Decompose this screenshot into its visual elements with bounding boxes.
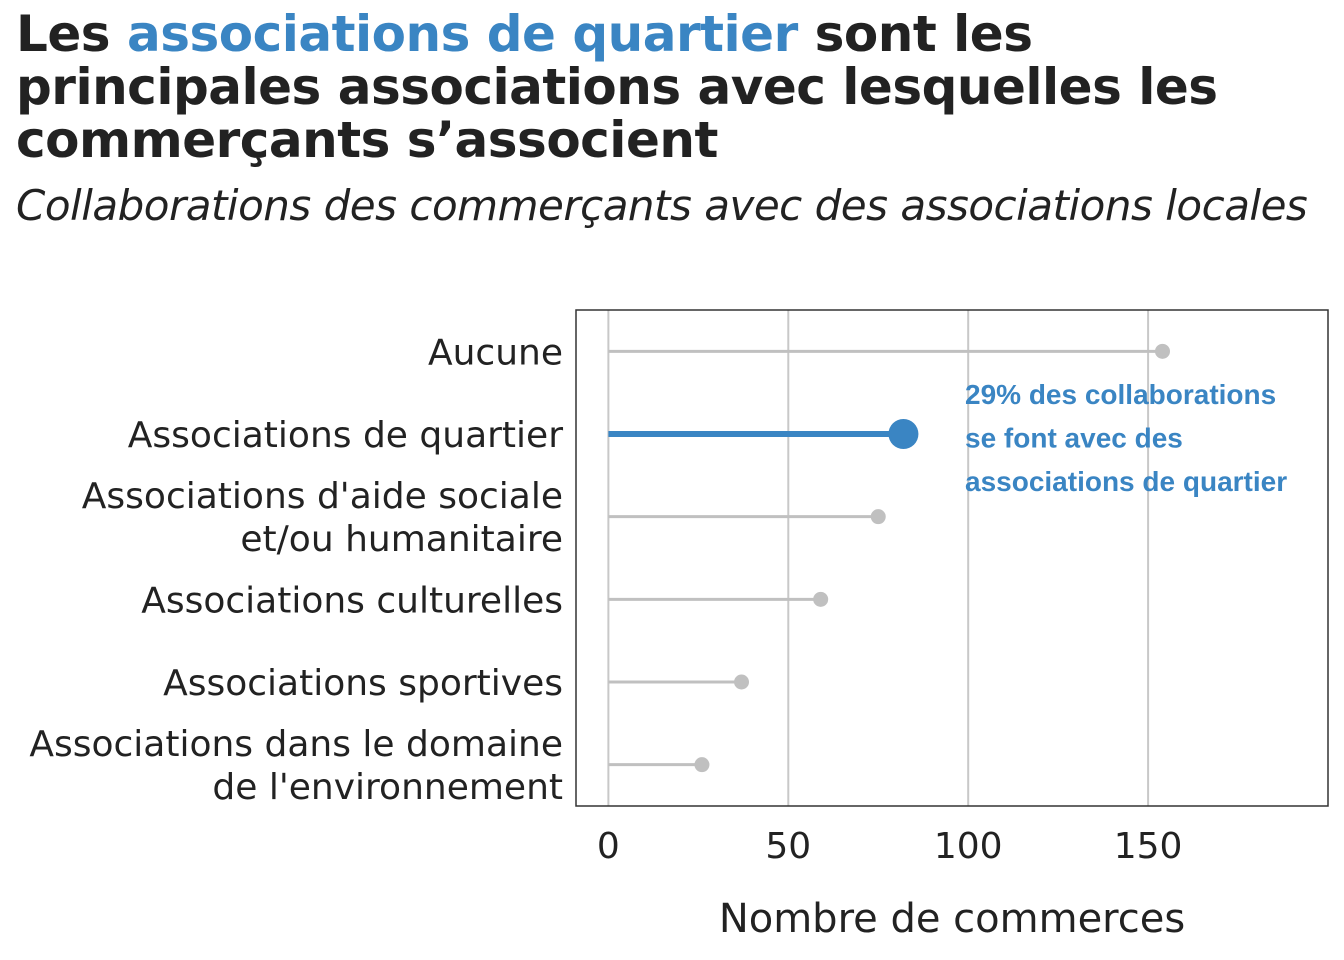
title-after: sont les principales associations avec l… <box>16 5 1218 169</box>
lollipop-point-5 <box>694 757 710 773</box>
lollipop-point-0 <box>1154 343 1170 359</box>
category-label-line: Associations de quartier <box>128 415 563 456</box>
title-before: Les <box>16 5 127 63</box>
chart-subtitle: Collaborations des commerçants avec des … <box>16 181 1308 230</box>
category-label-line: Associations sportives <box>163 663 563 704</box>
category-label-line: Aucune <box>428 332 563 373</box>
category-label-0: Aucune <box>428 332 563 373</box>
annotation-line: se font avec des <box>965 423 1183 454</box>
plot-panel-border <box>575 309 1329 807</box>
category-label-3: Associations culturelles <box>141 580 563 621</box>
lollipop-point-2 <box>870 509 886 525</box>
category-label-line: Associations culturelles <box>141 580 563 621</box>
category-label-line: et/ou humanitaire <box>240 519 563 560</box>
annotation-line: 29% des collaborations <box>965 379 1276 410</box>
x-tick-label-0: 0 <box>597 826 620 867</box>
category-label-line: Associations dans le domaine <box>29 724 563 765</box>
annotation-text: 29% des collaborations se font avec des as… <box>965 379 1287 497</box>
category-label-5: Associations dans le domaine de l'environ… <box>29 724 563 808</box>
lollipop-point-4 <box>734 674 750 690</box>
lollipop-point-3 <box>813 591 829 607</box>
title-highlight: associations de quartier <box>126 5 798 63</box>
x-tick-label-50: 50 <box>765 826 811 867</box>
x-tick-label-150: 150 <box>1114 826 1183 867</box>
annotation-line: associations de quartier <box>965 466 1287 497</box>
chart-title: Les associations de quartier sont les pr… <box>16 8 1336 167</box>
x-tick-label-100: 100 <box>934 826 1003 867</box>
category-label-1: Associations de quartier <box>128 415 563 456</box>
category-label-line: de l'environnement <box>212 767 563 808</box>
category-label-line: Associations d'aide sociale <box>82 476 563 517</box>
lollipop-point-1 <box>888 419 919 449</box>
x-axis-title: Nombre de commerces <box>719 896 1185 942</box>
category-label-4: Associations sportives <box>163 663 563 704</box>
category-label-2: Associations d'aide sociale et/ou humanit… <box>82 476 563 560</box>
